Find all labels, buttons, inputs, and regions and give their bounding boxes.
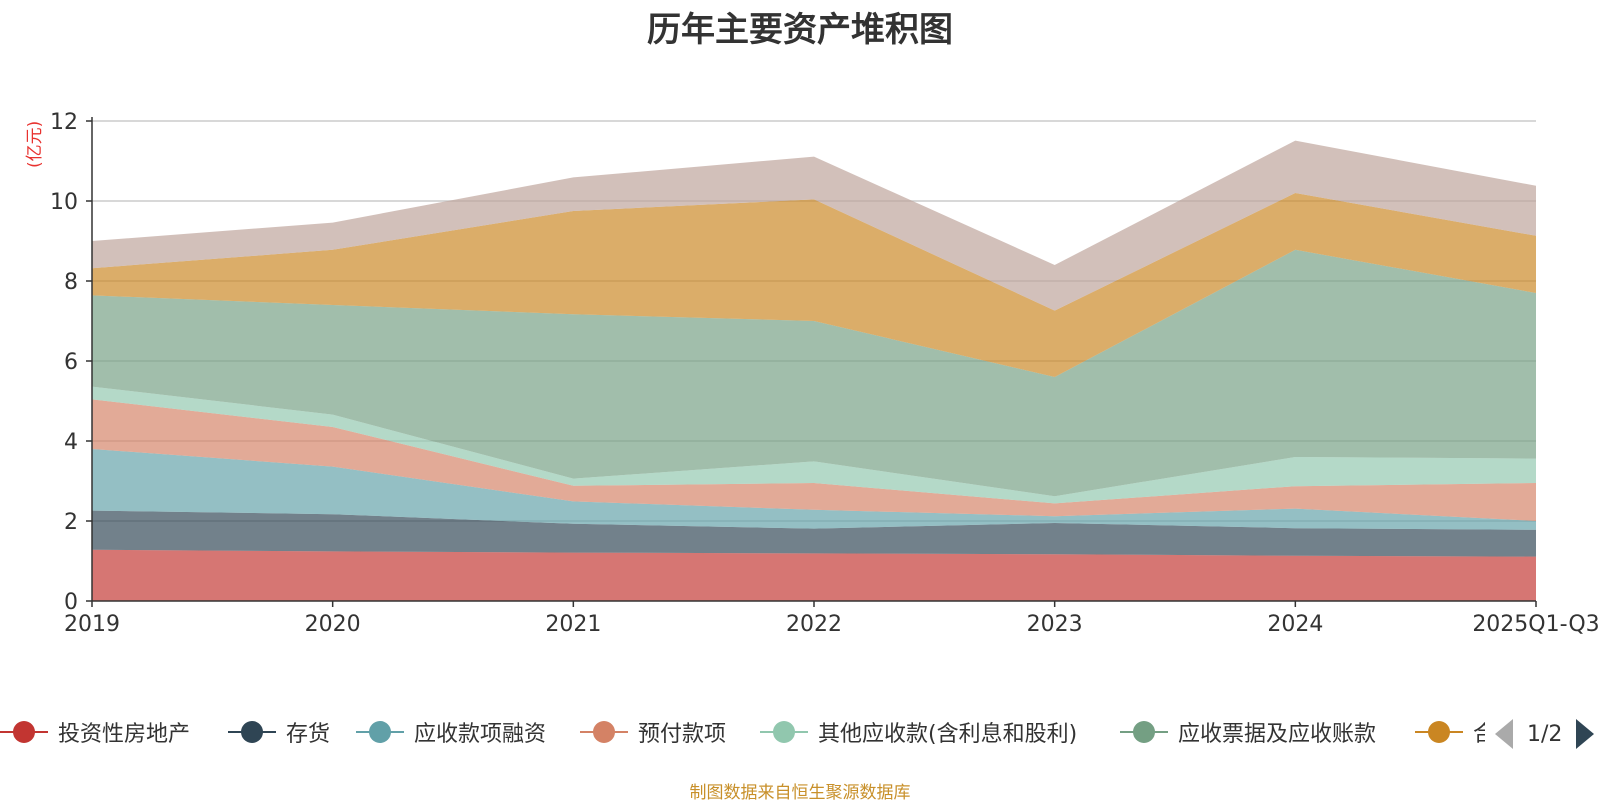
legend-label: 合 (1473, 722, 1485, 747)
x-tick-label: 2019 (64, 612, 120, 637)
legend: 投资性房地产 存货 应收款项融资 预付款项 其他应收款(含利息和股利) 应收票据及应收账款… (0, 712, 1485, 752)
area-series-1 (92, 510, 1536, 557)
y-tick-label: 10 (50, 190, 78, 215)
y-tick-label: 4 (64, 430, 78, 455)
x-tick-label: 2024 (1267, 612, 1323, 637)
legend-marker-icon (228, 719, 276, 745)
area-series-3 (92, 399, 1536, 521)
area-series-4 (92, 386, 1536, 504)
legend-prev-page-icon[interactable] (1495, 719, 1513, 749)
legend-label: 预付款项 (638, 722, 727, 747)
x-tick-label: 2020 (305, 612, 361, 637)
area-series-7 (92, 140, 1536, 311)
legend-marker-icon (1120, 719, 1168, 745)
y-tick-label: 0 (64, 590, 78, 615)
legend-marker-icon (356, 719, 404, 745)
stacked-area-chart: 0 2 4 6 8 10 12 2019 2020 2021 2022 2023 2024 2025Q1-… (50, 110, 1600, 637)
legend-page-indicator: 1/2 (1527, 721, 1563, 747)
y-tick-label: 12 (50, 110, 78, 135)
area-series-2 (92, 449, 1536, 530)
legend-label: 应收款项融资 (414, 722, 547, 747)
legend-item[interactable]: 其他应收款(含利息和股利) (760, 712, 1077, 752)
legend-item[interactable]: 应收款项融资 (356, 712, 546, 752)
y-tick-label: 6 (64, 350, 78, 375)
chart-title: 历年主要资产堆积图 (647, 10, 953, 50)
legend-label: 存货 (286, 722, 331, 747)
area-series-0 (92, 549, 1536, 601)
area-series-5 (92, 249, 1536, 497)
legend-pager: 1/2 (1495, 716, 1595, 752)
legend-item[interactable]: 投资性房地产 (0, 712, 190, 752)
x-tick-label: 2025Q1-Q3 (1472, 612, 1599, 637)
source-note: 制图数据来自恒生聚源数据库 (689, 783, 911, 803)
legend-item[interactable]: 预付款项 (580, 712, 726, 752)
legend-label: 投资性房地产 (58, 722, 191, 747)
legend-label: 其他应收款(含利息和股利) (818, 722, 1078, 747)
legend-item[interactable]: 合 (1415, 712, 1485, 752)
y-tick-label: 2 (64, 510, 78, 535)
x-tick-label: 2023 (1027, 612, 1083, 637)
y-tick-label: 8 (64, 270, 78, 295)
x-tick-label: 2022 (786, 612, 842, 637)
legend-marker-icon (760, 719, 808, 745)
legend-label: 应收票据及应收账款 (1178, 722, 1377, 747)
legend-next-page-icon[interactable] (1576, 719, 1595, 749)
legend-marker-icon (580, 719, 628, 745)
area-series-6 (92, 193, 1536, 377)
legend-item[interactable]: 存货 (228, 712, 330, 752)
legend-marker-icon (0, 719, 48, 745)
x-tick-label: 2021 (545, 612, 601, 637)
legend-item[interactable]: 应收票据及应收账款 (1120, 712, 1376, 752)
legend-marker-icon (1415, 719, 1463, 745)
